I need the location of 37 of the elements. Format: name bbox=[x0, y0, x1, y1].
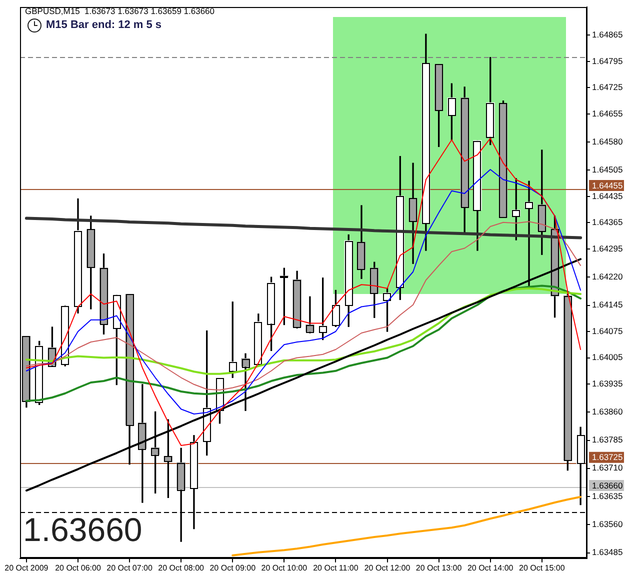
x-tick-label: 20 Oct 09:00 bbox=[210, 563, 256, 572]
y-tick-label: 1.63560 bbox=[592, 518, 623, 529]
y-tick-label: 1.64505 bbox=[592, 164, 623, 175]
y-tick-label: 1.64145 bbox=[592, 300, 623, 310]
y-tick-label: 1.64865 bbox=[592, 30, 623, 40]
x-tick-label: 20 Oct 10:00 bbox=[261, 563, 308, 572]
y-tick-label: 1.64655 bbox=[592, 108, 623, 118]
x-tick-label: 20 Oct 2009 bbox=[4, 563, 49, 572]
y-tick-label: 1.64795 bbox=[592, 56, 623, 66]
annotation: 1.63660 bbox=[23, 511, 142, 548]
y-tick-label: 1.64005 bbox=[592, 352, 623, 362]
x-tick-label: 20 Oct 13:00 bbox=[416, 563, 462, 572]
ref-line-label: 1.63660 bbox=[592, 480, 623, 490]
x-tick-label: 20 Oct 11:00 bbox=[313, 563, 359, 572]
y-tick-label: 1.63860 bbox=[592, 406, 623, 416]
y-tick-label: 1.64220 bbox=[592, 271, 623, 282]
y-tick-label: 1.63785 bbox=[592, 434, 623, 445]
y-tick-label: 1.64435 bbox=[592, 190, 623, 201]
ref-line-label: 1.63725 bbox=[592, 452, 623, 462]
x-tick-label: 20 Oct 15:00 bbox=[518, 563, 566, 572]
y-tick-label: 1.63635 bbox=[592, 490, 623, 501]
chart-title: GBPUSD,M15 1.63673 1.63673 1.63659 1.63660 bbox=[25, 6, 215, 16]
ref-line-label: 1.64455 bbox=[592, 180, 623, 190]
y-tick-label: 1.63710 bbox=[592, 462, 623, 473]
y-tick-label: 1.64365 bbox=[592, 217, 623, 228]
x-tick-label: 20 Oct 07:00 bbox=[106, 563, 153, 572]
y-tick-label: 1.64295 bbox=[592, 243, 623, 254]
x-tick-label: 20 Oct 14:00 bbox=[467, 563, 514, 572]
x-tick-label: 20 Oct 08:00 bbox=[158, 563, 205, 572]
x-tick-label: 20 Oct 06:00 bbox=[55, 563, 102, 572]
annotation: M15 Bar end: 12 m 5 s bbox=[46, 19, 162, 32]
y-tick-label: 1.64075 bbox=[592, 326, 623, 336]
y-tick-label: 1.64725 bbox=[592, 82, 623, 92]
x-tick-label: 20 Oct 12:00 bbox=[364, 563, 411, 572]
y-tick-label: 1.63485 bbox=[592, 547, 623, 558]
y-tick-label: 1.63935 bbox=[592, 378, 623, 388]
y-tick-label: 1.64580 bbox=[592, 136, 623, 146]
